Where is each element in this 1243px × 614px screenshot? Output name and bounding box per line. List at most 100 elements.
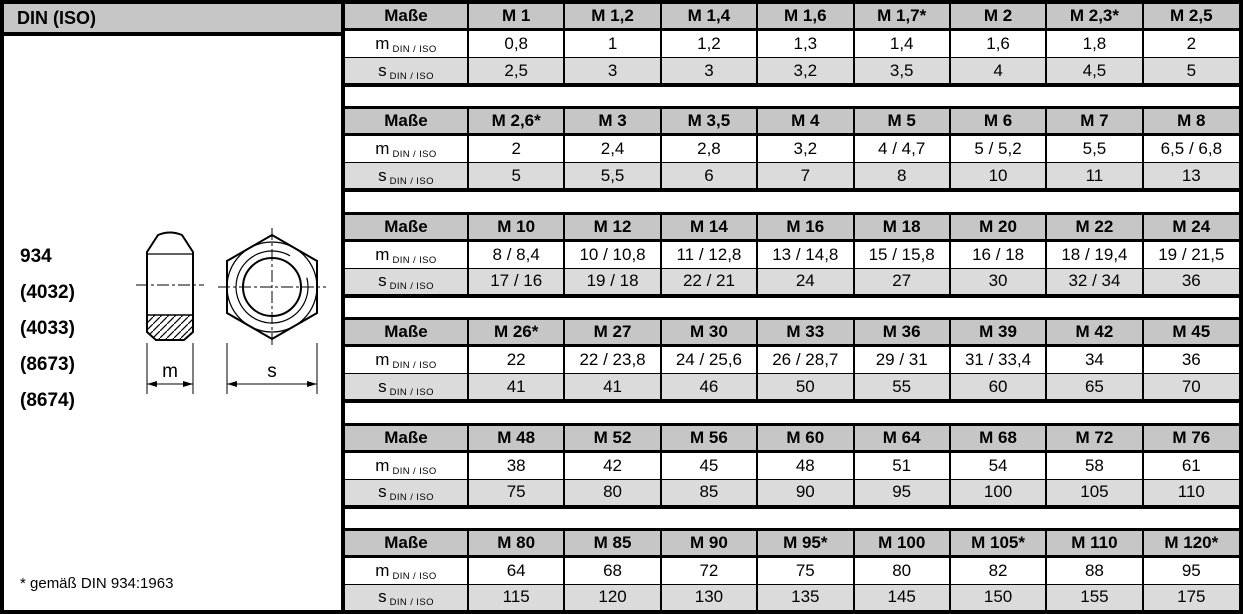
s-value: 3 xyxy=(659,57,758,85)
size-header: M 20 xyxy=(948,213,1047,242)
s-symbol: s xyxy=(378,165,387,185)
s-value: 95 xyxy=(852,479,950,507)
m-value: 1,3 xyxy=(756,29,854,58)
m-symbol: m xyxy=(375,350,390,370)
s-value: 46 xyxy=(659,373,758,402)
size-header: M 36 xyxy=(852,318,950,348)
m-row: m DIN / ISO 22 22 / 23,8 24 / 25,6 26 / 28,7 2… xyxy=(345,345,1239,375)
size-header: M 24 xyxy=(1141,213,1239,242)
m-symbol: m xyxy=(375,139,390,159)
arrowhead-right xyxy=(183,381,193,387)
m-value: 2,8 xyxy=(659,134,758,164)
s-value: 3 xyxy=(563,57,661,85)
size-header: M 16 xyxy=(756,213,854,242)
s-value: 27 xyxy=(852,268,950,296)
din-iso-subscript: DIN / ISO xyxy=(392,149,437,161)
s-row-label: s DIN / ISO xyxy=(345,373,468,402)
m-value: 64 xyxy=(466,556,565,585)
m-value: 5,5 xyxy=(1045,134,1143,164)
m-value: 54 xyxy=(948,451,1047,480)
m-value: 1,4 xyxy=(852,29,950,58)
s-value: 105 xyxy=(1045,479,1143,507)
size-header: M 3 xyxy=(563,107,661,137)
m-symbol: m xyxy=(375,455,390,475)
standard-code: (4032) xyxy=(20,282,75,303)
m-row-label: m DIN / ISO xyxy=(345,345,468,375)
thread-arc xyxy=(235,250,309,324)
size-header: M 68 xyxy=(948,424,1047,453)
s-row-label: s DIN / ISO xyxy=(345,57,468,85)
size-header: M 56 xyxy=(659,424,758,453)
s-symbol: s xyxy=(378,376,387,396)
size-header: M 6 xyxy=(948,107,1047,137)
size-header: M 120* xyxy=(1141,529,1239,558)
m-value: 36 xyxy=(1141,345,1239,375)
s-value: 3,2 xyxy=(756,57,854,85)
m-value: 8 / 8,4 xyxy=(466,240,565,269)
m-value: 1,2 xyxy=(659,29,758,58)
s-value: 175 xyxy=(1141,584,1239,610)
nut-front-view xyxy=(218,228,326,346)
dimension-s-label: s xyxy=(267,361,277,382)
s-value: 70 xyxy=(1141,373,1239,402)
m-value: 2 xyxy=(1141,29,1239,58)
m-value: 19 / 21,5 xyxy=(1141,240,1239,269)
dimension-m-label: m xyxy=(162,361,178,382)
arrowhead-right xyxy=(307,381,317,387)
s-row: s DIN / ISO 17 / 16 19 / 18 22 / 21 24 27 30 32 … xyxy=(345,268,1239,296)
m-value: 82 xyxy=(948,556,1047,585)
s-value: 8 xyxy=(852,162,950,191)
m-value: 0,8 xyxy=(466,29,565,58)
m-value: 95 xyxy=(1141,556,1239,585)
size-header: M 48 xyxy=(466,424,565,453)
s-value: 100 xyxy=(948,479,1047,507)
m-row-label: m DIN / ISO xyxy=(345,240,468,269)
standard-codes-list: 934 (4032) (4033) (8673) (8674) xyxy=(20,239,75,419)
masse-header: Maße xyxy=(345,4,468,31)
m-value: 48 xyxy=(756,451,854,480)
m-value: 15 / 15,8 xyxy=(852,240,950,269)
s-symbol: s xyxy=(378,587,387,607)
size-header: M 95* xyxy=(756,529,854,558)
m-value: 51 xyxy=(852,451,950,480)
left-body: 934 (4032) (4033) (8673) (8674) xyxy=(4,36,341,610)
masse-header: Maße xyxy=(345,318,468,348)
size-header: M 2,5 xyxy=(1141,4,1239,31)
size-header: M 105* xyxy=(948,529,1047,558)
s-value: 4 xyxy=(948,57,1047,85)
din-iso-subscript: DIN / ISO xyxy=(389,492,434,504)
s-value: 4,5 xyxy=(1045,57,1143,85)
s-symbol: s xyxy=(378,482,387,502)
s-value: 135 xyxy=(756,584,854,610)
m-row-label: m DIN / ISO xyxy=(345,451,468,480)
m-row: m DIN / ISO 8 / 8,4 10 / 10,8 11 / 12,8 13 / … xyxy=(345,240,1239,269)
size-header: M 2,3* xyxy=(1045,4,1143,31)
size-header-row: Maße M 10 M 12 M 14 M 16 M 18 M 20 M 22 M 24 xyxy=(345,213,1239,242)
m-value: 4 / 4,7 xyxy=(852,134,950,164)
s-value: 60 xyxy=(948,373,1047,402)
dimension-table-block-6: Maße M 80 M 85 M 90 M 95* M 100 M 105* M 110 M 1… xyxy=(345,527,1239,610)
m-value: 61 xyxy=(1141,451,1239,480)
din-iso-subscript: DIN / ISO xyxy=(389,597,434,609)
size-header: M 8 xyxy=(1141,107,1239,137)
m-value: 22 / 23,8 xyxy=(563,345,661,375)
nut-side-view xyxy=(136,231,204,341)
s-row-label: s DIN / ISO xyxy=(345,268,468,296)
footnote: * gemäß DIN 934:1963 xyxy=(20,575,174,592)
m-value: 18 / 19,4 xyxy=(1045,240,1143,269)
size-header: M 110 xyxy=(1045,529,1143,558)
s-value: 150 xyxy=(948,584,1047,610)
m-value: 24 / 25,6 xyxy=(659,345,758,375)
masse-header: Maße xyxy=(345,529,468,558)
s-value: 7 xyxy=(756,162,854,191)
size-header: M 42 xyxy=(1045,318,1143,348)
s-value: 3,5 xyxy=(852,57,950,85)
s-row-label: s DIN / ISO xyxy=(345,479,468,507)
s-value: 115 xyxy=(466,584,565,610)
standard-code: (8673) xyxy=(20,354,75,375)
m-row: m DIN / ISO 0,8 1 1,2 1,3 1,4 1,6 1,8 2 xyxy=(345,29,1239,58)
m-value: 2 xyxy=(466,134,565,164)
size-header: M 5 xyxy=(852,107,950,137)
m-value: 42 xyxy=(563,451,661,480)
